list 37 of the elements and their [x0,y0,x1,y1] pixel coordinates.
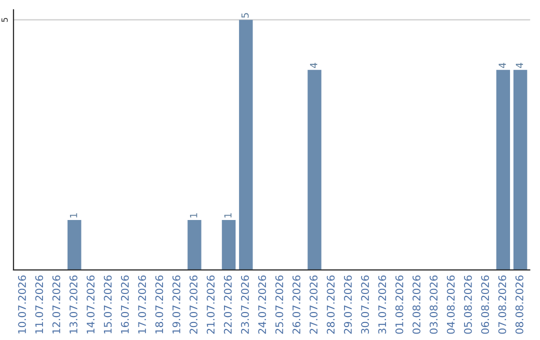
x-tick-label: 02.08.2026 [412,275,420,334]
data-label: 1 [224,213,232,218]
x-tick-label: 27.07.2026 [310,275,318,334]
x-tick-label: 03.08.2026 [430,275,438,334]
data-label: 4 [516,62,523,68]
data-label: 5 [241,13,249,18]
x-tick-label: 29.07.2026 [344,275,352,334]
x-tick-label: 28.07.2026 [326,275,335,334]
x-tick-label: 13.07.2026 [70,275,78,334]
x-tick-label: 22.07.2026 [224,275,232,334]
x-tick-label: 01.08.2026 [395,275,404,334]
x-tick-label: 21.07.2026 [206,275,215,334]
x-tick-label: 23.07.2026 [241,275,249,334]
x-tick-label: 19.07.2026 [172,275,180,334]
x-tick-label: 08.08.2026 [515,275,524,334]
data-label: 4 [310,62,318,68]
x-tick-label: 26.07.2026 [292,275,300,334]
x-tick-label: 17.07.2026 [138,275,146,334]
x-tick-label: 18.07.2026 [155,275,164,334]
x-tick-label: 04.08.2026 [446,275,455,334]
x-tick-label: 10.07.2026 [18,275,26,334]
x-tick-label: 25.07.2026 [275,275,284,334]
x-tick-label: 07.08.2026 [498,275,506,334]
x-tick-label: 15.07.2026 [104,275,112,334]
data-label: 1 [70,213,78,218]
x-tick-label: 05.08.2026 [464,275,472,334]
x-tick-label: 12.07.2026 [52,275,60,334]
x-tick-label: 16.07.2026 [120,275,129,334]
x-tick-label: 24.07.2026 [258,275,266,334]
x-tick-label: 30.07.2026 [361,275,369,334]
x-tick-label: 20.07.2026 [190,275,198,334]
x-tick-label: 11.07.2026 [35,275,44,334]
x-tick-label: 06.08.2026 [481,275,490,334]
x-tick-label: 14.07.2026 [86,275,95,334]
data-label: 4 [498,62,506,68]
data-label: 1 [190,213,198,218]
x-tick-label: 31.07.2026 [378,275,386,334]
